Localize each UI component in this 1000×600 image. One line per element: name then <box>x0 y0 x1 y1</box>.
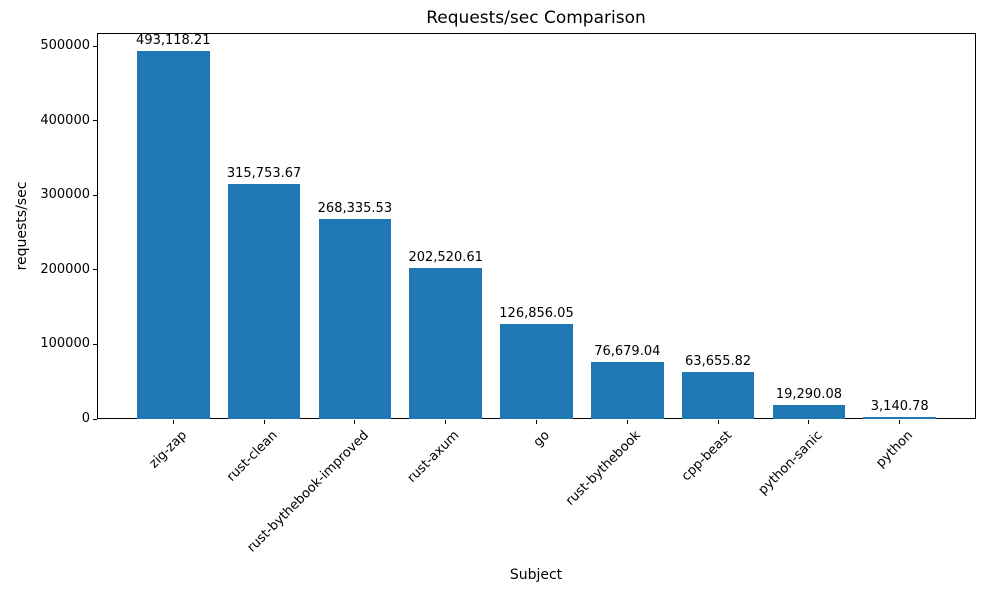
y-tick <box>93 269 97 271</box>
bar-cpp-beast <box>681 371 755 419</box>
x-tick <box>808 420 810 424</box>
x-tick <box>172 420 174 424</box>
bar-python-sanic <box>772 404 846 419</box>
bar-value-label: 126,856.05 <box>499 306 574 322</box>
bar-python <box>863 416 937 419</box>
bar-value-label: 76,679.04 <box>594 343 661 359</box>
y-tick-label: 200000 <box>40 261 90 277</box>
chart-title: Requests/sec Comparison <box>426 8 646 28</box>
x-tick <box>445 420 447 424</box>
y-tick-label: 300000 <box>40 187 90 203</box>
y-tick <box>93 120 97 122</box>
x-tick <box>626 420 628 424</box>
bar-value-label: 63,655.82 <box>685 353 752 369</box>
bar-value-label: 493,118.21 <box>136 33 211 49</box>
y-tick <box>93 194 97 196</box>
x-axis-label: Subject <box>509 567 563 583</box>
y-tick-label: 100000 <box>40 336 90 352</box>
y-tick-label: 0 <box>81 411 90 426</box>
x-tick <box>263 420 265 424</box>
x-tick <box>717 420 719 424</box>
y-tick <box>93 418 97 420</box>
y-tick-label: 400000 <box>40 112 90 128</box>
y-tick <box>93 45 97 47</box>
bar-rust-axum <box>409 268 482 419</box>
x-tick-label: rust-clean <box>224 428 281 485</box>
bar-rust-bythebook-improved <box>318 218 392 419</box>
x-tick-label: python <box>873 428 917 471</box>
bar-value-label: 3,140.78 <box>870 398 929 414</box>
x-tick-label: rust-bythebook <box>563 428 644 509</box>
y-tick-label: 500000 <box>40 38 90 54</box>
bar-rust-bythebook <box>590 361 664 419</box>
y-tick <box>93 343 97 345</box>
x-tick-label: zig-zap <box>146 428 190 472</box>
bar-go <box>500 324 573 419</box>
bar-value-label: 315,753.67 <box>226 165 302 181</box>
x-tick-label: cpp-beast <box>678 428 735 485</box>
bar-zig-zap <box>136 51 210 419</box>
x-tick <box>354 420 356 424</box>
bar-rust-clean <box>227 183 301 419</box>
x-tick-label: go <box>531 428 554 451</box>
bar-value-label: 202,520.61 <box>408 250 483 266</box>
bar-value-label: 268,335.53 <box>317 200 393 216</box>
x-tick-label: python-sanic <box>755 428 826 498</box>
x-tick-label: rust-axum <box>404 428 463 486</box>
x-tick <box>899 420 901 424</box>
x-tick <box>536 420 537 424</box>
bar-value-label: 19,290.08 <box>775 386 842 402</box>
